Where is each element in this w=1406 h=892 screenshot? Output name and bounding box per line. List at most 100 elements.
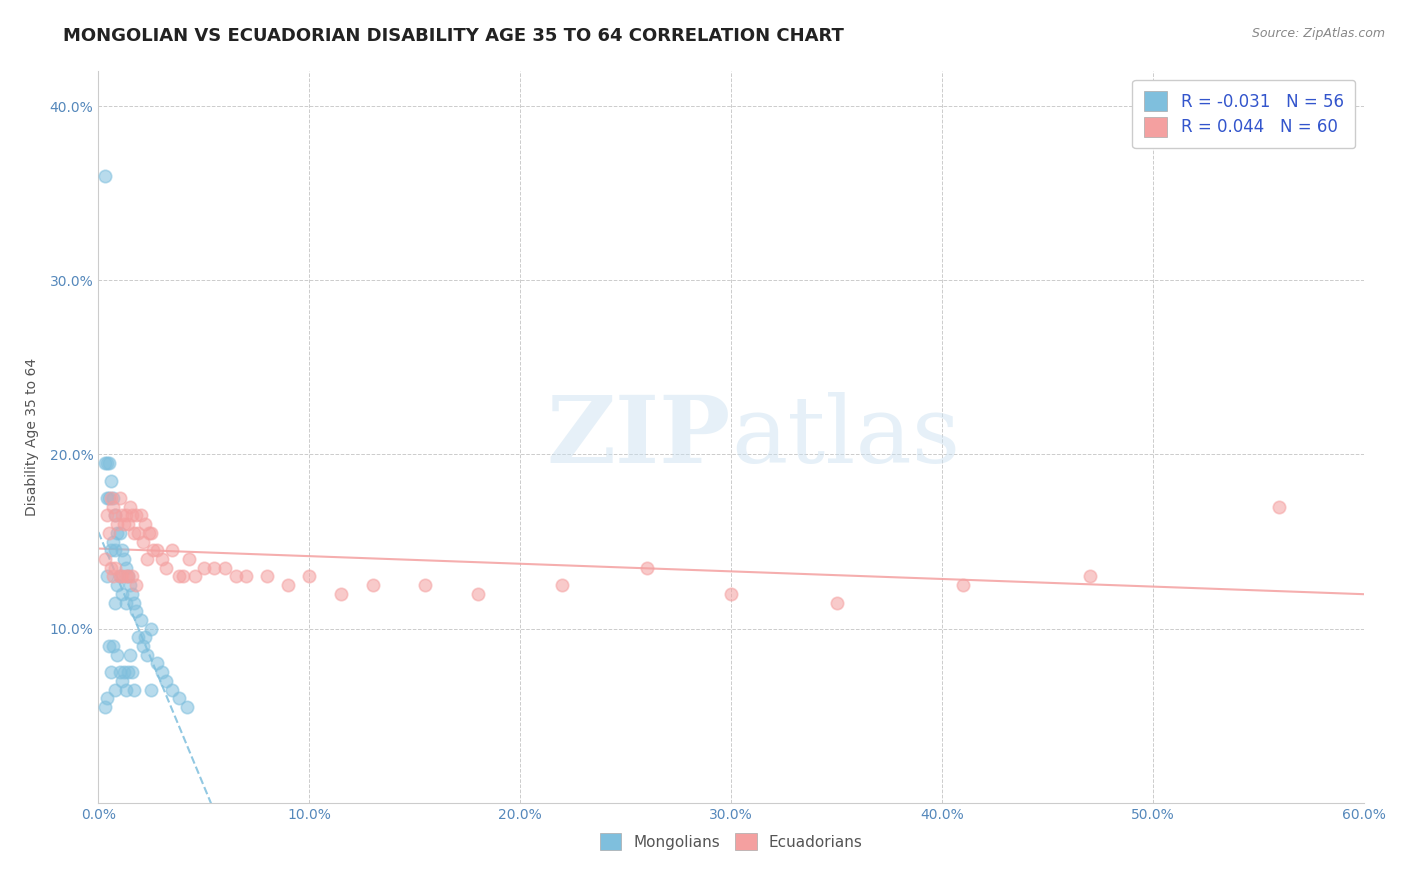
Point xyxy=(107,517,129,532)
Point xyxy=(120,500,141,514)
Point xyxy=(112,665,135,680)
Point xyxy=(129,508,152,523)
Point xyxy=(146,657,169,671)
Point xyxy=(96,456,118,470)
Point xyxy=(150,552,173,566)
Point xyxy=(100,491,122,505)
Point xyxy=(952,578,974,592)
Point xyxy=(184,569,207,583)
Point xyxy=(825,595,848,609)
Point xyxy=(128,525,150,540)
Point xyxy=(136,648,159,662)
Point xyxy=(104,543,127,558)
Point xyxy=(155,560,177,574)
Point xyxy=(111,673,132,688)
Point xyxy=(1078,569,1101,583)
Point xyxy=(112,552,135,566)
Point xyxy=(115,682,138,697)
Point xyxy=(111,508,132,523)
Point xyxy=(100,665,122,680)
Point xyxy=(100,560,122,574)
Point xyxy=(98,491,121,505)
Point xyxy=(100,474,122,488)
Point xyxy=(115,569,138,583)
Point xyxy=(467,587,489,601)
Point xyxy=(121,665,143,680)
Point xyxy=(129,613,152,627)
Point xyxy=(128,631,150,645)
Point xyxy=(111,543,132,558)
Point xyxy=(167,691,190,706)
Point xyxy=(361,578,384,592)
Point xyxy=(104,595,127,609)
Point xyxy=(111,569,132,583)
Point xyxy=(1268,500,1291,514)
Point xyxy=(93,552,117,566)
Point xyxy=(134,517,156,532)
Point xyxy=(120,578,141,592)
Point xyxy=(96,691,118,706)
Point xyxy=(117,665,139,680)
Point xyxy=(121,587,143,601)
Point xyxy=(179,552,201,566)
Point xyxy=(108,525,131,540)
Text: MONGOLIAN VS ECUADORIAN DISABILITY AGE 35 TO 64 CORRELATION CHART: MONGOLIAN VS ECUADORIAN DISABILITY AGE 3… xyxy=(63,27,844,45)
Point xyxy=(125,578,148,592)
Point xyxy=(136,552,159,566)
Point xyxy=(204,560,226,574)
Point xyxy=(115,595,138,609)
Point xyxy=(125,604,148,618)
Point xyxy=(117,569,139,583)
Point xyxy=(98,639,121,653)
Point xyxy=(235,569,257,583)
Point xyxy=(162,543,183,558)
Point xyxy=(108,491,131,505)
Point xyxy=(104,682,127,697)
Point xyxy=(141,525,163,540)
Point xyxy=(108,569,131,583)
Point xyxy=(107,525,129,540)
Point xyxy=(121,508,143,523)
Point xyxy=(124,525,146,540)
Point xyxy=(108,665,131,680)
Point xyxy=(104,560,127,574)
Y-axis label: Disability Age 35 to 64: Disability Age 35 to 64 xyxy=(24,358,38,516)
Point xyxy=(134,631,156,645)
Point xyxy=(111,587,132,601)
Point xyxy=(162,682,183,697)
Point xyxy=(298,569,321,583)
Point xyxy=(155,673,177,688)
Text: atlas: atlas xyxy=(731,392,960,482)
Point xyxy=(141,622,163,636)
Point xyxy=(93,456,117,470)
Point xyxy=(104,508,127,523)
Text: ZIP: ZIP xyxy=(547,392,731,482)
Point xyxy=(103,500,125,514)
Point xyxy=(98,525,121,540)
Point xyxy=(132,534,155,549)
Point xyxy=(150,665,173,680)
Text: Source: ZipAtlas.com: Source: ZipAtlas.com xyxy=(1251,27,1385,40)
Point xyxy=(330,587,353,601)
Point xyxy=(121,569,143,583)
Point xyxy=(103,639,125,653)
Point xyxy=(124,682,146,697)
Point xyxy=(413,578,436,592)
Point xyxy=(112,517,135,532)
Point xyxy=(93,169,117,183)
Point xyxy=(214,560,236,574)
Point xyxy=(277,578,299,592)
Point xyxy=(225,569,247,583)
Legend: Mongolians, Ecuadorians: Mongolians, Ecuadorians xyxy=(589,822,873,861)
Point xyxy=(103,491,125,505)
Point xyxy=(120,648,141,662)
Point xyxy=(256,569,278,583)
Point xyxy=(720,587,742,601)
Point xyxy=(132,639,155,653)
Point xyxy=(146,543,169,558)
Point xyxy=(98,456,121,470)
Point xyxy=(107,648,129,662)
Point xyxy=(104,508,127,523)
Point xyxy=(103,534,125,549)
Point xyxy=(96,569,118,583)
